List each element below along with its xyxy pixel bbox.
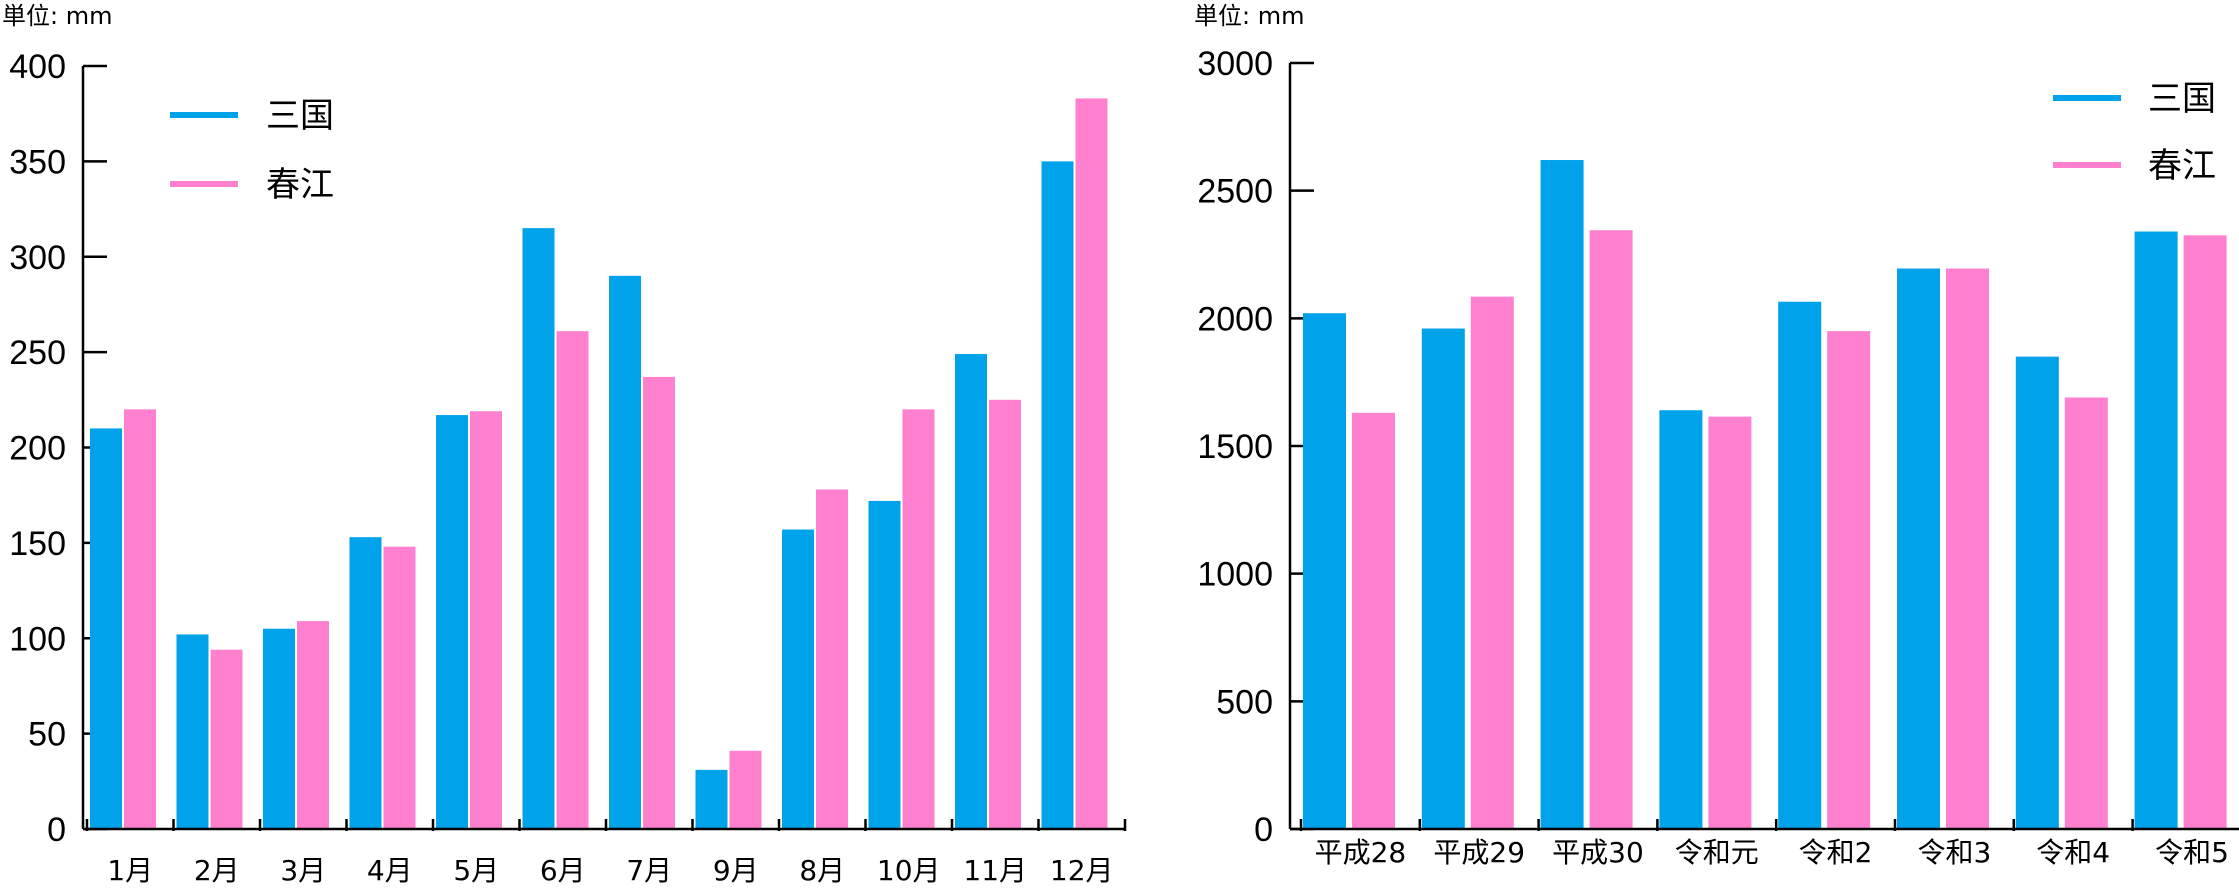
y-tick-label: 250 [9, 334, 66, 372]
y-tick-label: 2000 [1197, 300, 1273, 338]
bar-harue [2064, 397, 2108, 829]
bar-harue [729, 750, 762, 829]
bar-harue [556, 331, 589, 829]
y-tick-label: 300 [9, 239, 66, 277]
bar-mikuni [522, 228, 555, 829]
x-tick-label: 7月 [626, 854, 672, 887]
bar-harue [1075, 98, 1108, 830]
unit-label: 単位: mm [1194, 2, 1304, 30]
bar-mikuni [1303, 313, 1346, 829]
x-tick-label: 平成28 [1315, 836, 1407, 869]
bar-harue [643, 376, 675, 829]
bar-harue [1946, 268, 1989, 829]
y-tick-label: 1500 [1197, 428, 1273, 466]
bar-mikuni [176, 634, 209, 829]
bar-harue [1470, 296, 1514, 829]
bar-mikuni [868, 500, 901, 829]
x-tick-label: 令和元 [1675, 836, 1759, 869]
x-tick-label: 令和5 [2155, 836, 2229, 869]
x-tick-label: 1月 [107, 854, 153, 887]
y-tick-label: 2500 [1197, 173, 1273, 211]
bar-mikuni [782, 529, 814, 829]
bar-mikuni [695, 769, 728, 829]
bar-harue [1352, 412, 1395, 829]
bar-mikuni [349, 537, 382, 829]
x-tick-label: 平成30 [1552, 836, 1644, 869]
x-tick-label: 2月 [194, 854, 240, 887]
x-tick-label: 3月 [280, 854, 326, 887]
x-tick-label: 9月 [713, 854, 759, 887]
bar-harue [1708, 416, 1752, 829]
bar-mikuni [955, 354, 987, 829]
x-tick-label: 8月 [799, 854, 845, 887]
y-tick-label: 150 [9, 525, 66, 563]
bar-harue [902, 409, 935, 829]
y-tick-label: 0 [47, 811, 66, 849]
bar-harue [124, 409, 156, 829]
bar-mikuni [90, 428, 122, 829]
legend-label: 春江 [2148, 146, 2216, 186]
unit-label: 単位: mm [2, 2, 112, 30]
x-tick-label: 令和4 [2036, 836, 2110, 869]
x-tick-label: 10月 [877, 854, 941, 887]
bar-mikuni [609, 275, 641, 829]
bar-mikuni [2015, 356, 2059, 829]
bar-mikuni [1659, 410, 1703, 829]
x-tick-label: 12月 [1050, 854, 1114, 887]
bar-mikuni [1421, 328, 1465, 829]
y-tick-label: 350 [9, 143, 66, 181]
legend-label: 春江 [266, 165, 334, 205]
bar-mikuni [1540, 160, 1584, 829]
x-tick-label: 5月 [453, 854, 499, 887]
bar-mikuni [1778, 301, 1822, 829]
y-tick-label: 1000 [1197, 556, 1273, 594]
x-tick-label: 平成29 [1433, 836, 1525, 869]
x-tick-label: 6月 [540, 854, 586, 887]
y-tick-label: 3000 [1197, 45, 1273, 83]
bar-harue [1589, 230, 1633, 829]
y-tick-label: 400 [9, 48, 66, 86]
bar-harue [470, 411, 502, 829]
bar-mikuni [2134, 231, 2178, 829]
bar-harue [989, 399, 1021, 829]
y-tick-label: 200 [9, 430, 66, 468]
legend-label: 三国 [266, 96, 334, 136]
bar-harue [816, 489, 848, 829]
y-tick-label: 100 [9, 620, 66, 658]
x-tick-label: 令和2 [1799, 836, 1873, 869]
bar-harue [1827, 331, 1871, 829]
y-tick-label: 0 [1254, 811, 1273, 849]
legend-label: 三国 [2148, 79, 2216, 119]
x-tick-label: 11月 [963, 854, 1027, 887]
bar-mikuni [263, 628, 295, 829]
bar-harue [210, 649, 243, 829]
bar-mikuni [1041, 161, 1074, 829]
x-tick-label: 4月 [367, 854, 413, 887]
bar-harue [2183, 235, 2227, 830]
bar-harue [383, 546, 416, 829]
bar-mikuni [436, 415, 468, 829]
bar-harue [297, 621, 329, 829]
x-tick-label: 令和3 [1917, 836, 1991, 869]
y-tick-label: 500 [1216, 683, 1273, 721]
bar-mikuni [1897, 268, 1940, 829]
y-tick-label: 50 [28, 716, 66, 754]
